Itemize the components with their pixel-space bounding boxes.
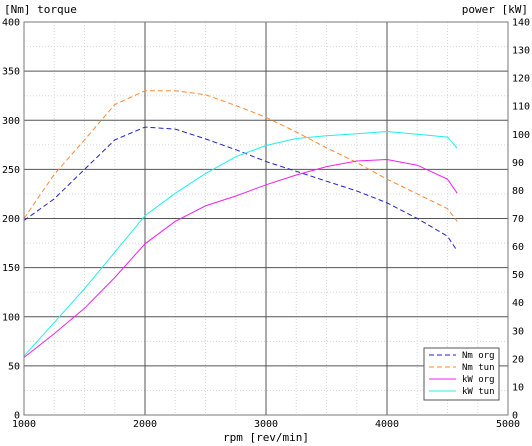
y-left-tick-label: 0 xyxy=(14,411,20,422)
series-line-nm-org xyxy=(23,126,458,252)
y-left-tick-label: 150 xyxy=(2,263,20,274)
y-right-tick-label: 90 xyxy=(512,158,524,169)
x-tick-label: 2000 xyxy=(133,419,157,430)
series-layer xyxy=(23,90,458,358)
y-right-tick-label: 40 xyxy=(512,298,524,309)
tick-labels: 1000 2000 3000 4000 500005010015020025030035… xyxy=(2,18,530,431)
legend-label: Nm org xyxy=(462,351,495,361)
y-left-tick-label: 250 xyxy=(2,165,20,176)
right-axis-label: power [kW] xyxy=(462,3,528,16)
plot-frame xyxy=(23,21,509,416)
y-left-tick-label: 200 xyxy=(2,214,20,225)
y-right-tick-label: 20 xyxy=(512,354,524,365)
x-tick-label: 4000 xyxy=(375,419,399,430)
y-right-tick-label: 70 xyxy=(512,214,524,225)
y-right-tick-label: 140 xyxy=(512,18,530,29)
grid xyxy=(24,22,508,415)
y-right-tick-label: 100 xyxy=(512,130,530,141)
legend-label: kW org xyxy=(462,375,495,385)
legend-label: Nm tun xyxy=(462,363,495,373)
series-line-nm-tun xyxy=(23,90,458,222)
y-right-tick-label: 10 xyxy=(512,382,524,393)
left-axis-label: [Nm] torque xyxy=(4,3,77,16)
y-right-tick-label: 0 xyxy=(512,411,518,422)
y-right-tick-label: 80 xyxy=(512,186,524,197)
y-right-tick-label: 50 xyxy=(512,270,524,281)
y-right-tick-label: 110 xyxy=(512,102,530,113)
y-right-tick-label: 30 xyxy=(512,326,524,337)
y-left-tick-label: 100 xyxy=(2,312,20,323)
series-line-kw-tun xyxy=(23,130,458,357)
x-axis-label: rpm [rev/min] xyxy=(223,431,309,444)
legend: Nm org Nm tun kW org kW tun xyxy=(423,347,500,401)
y-left-tick-label: 350 xyxy=(2,67,20,78)
y-left-tick-label: 300 xyxy=(2,116,20,127)
y-left-tick-label: 400 xyxy=(2,18,20,29)
y-left-tick-label: 50 xyxy=(8,361,20,372)
x-tick-label: 1000 xyxy=(12,419,36,430)
legend-label: kW tun xyxy=(462,387,495,397)
x-tick-label: 5000 xyxy=(496,419,520,430)
y-right-tick-label: 130 xyxy=(512,46,530,57)
y-right-tick-label: 120 xyxy=(512,74,530,85)
series-line-kw-org xyxy=(23,158,458,358)
y-right-tick-label: 60 xyxy=(512,242,524,253)
x-tick-label: 3000 xyxy=(254,419,278,430)
